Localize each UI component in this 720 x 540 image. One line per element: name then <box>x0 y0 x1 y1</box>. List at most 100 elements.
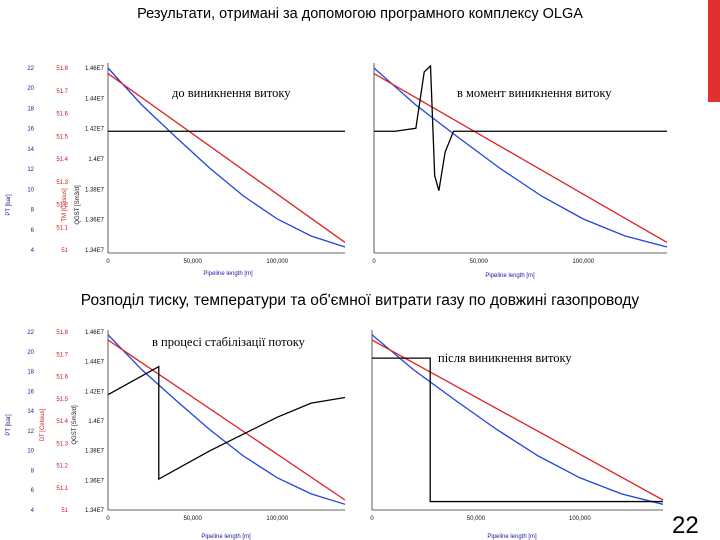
temperature-tick-label: 51.6 <box>56 112 68 118</box>
pressure-tick-label: 18 <box>27 106 34 112</box>
accent-bar <box>708 0 720 102</box>
pressure-tick-label: 18 <box>27 370 34 376</box>
temperature-tick-label: 51.1 <box>56 225 68 231</box>
pressure-tick-label: 8 <box>31 208 35 214</box>
flow-tick-label: 1.38E7 <box>85 449 105 455</box>
temperature-axis-ticks: 51.8 51.7 51.6 51.5 51.4 51.3 51.2 51.1 51 <box>56 330 68 514</box>
pressure-tick-label: 8 <box>31 468 35 474</box>
temperature-line <box>107 339 346 501</box>
chart-after-leak: 0 50,000 100,000 Pipeline length [m] після… <box>370 330 664 540</box>
slide-subtitle: Розподіл тиску, температури та об'ємної … <box>80 292 640 309</box>
x-tick-label: 0 <box>372 259 376 265</box>
x-axis-ticks: 0 50,000 100,000 <box>106 516 288 522</box>
pressure-tick-label: 14 <box>27 409 34 415</box>
pressure-tick-label: 14 <box>27 147 34 153</box>
flow-tick-label: 1.4E7 <box>88 157 104 163</box>
chart-annotation: до виникнення витоку <box>172 86 291 100</box>
flow-tick-label: 1.46E7 <box>85 66 105 72</box>
x-axis-label: Pipeline length [m] <box>203 271 253 277</box>
x-tick-label: 50,000 <box>467 516 486 522</box>
slide-title: Результати, отримані за допомогою програ… <box>137 6 583 22</box>
x-tick-label: 100,000 <box>569 516 591 522</box>
pressure-tick-label: 16 <box>27 127 34 133</box>
x-axis-ticks: 0 50,000 100,000 <box>372 259 594 265</box>
pressure-line <box>373 67 668 248</box>
plot-area <box>371 330 664 511</box>
temperature-axis-label: DT [Celsius] <box>40 408 46 441</box>
pressure-line <box>107 67 346 248</box>
x-tick-label: 100,000 <box>572 259 594 265</box>
temperature-tick-label: 51.5 <box>56 397 68 403</box>
temperature-tick-label: 51.3 <box>56 441 68 447</box>
pressure-tick-label: 4 <box>31 248 35 254</box>
pressure-tick-label: 6 <box>31 488 35 494</box>
flow-tick-label: 1.46E7 <box>85 330 105 336</box>
x-tick-label: 50,000 <box>469 259 488 265</box>
pressure-axis-ticks: 22 20 18 16 14 12 10 8 6 4 <box>27 330 34 514</box>
x-tick-label: 50,000 <box>183 259 202 265</box>
flow-tick-label: 1.38E7 <box>85 187 105 193</box>
x-tick-label: 0 <box>370 516 374 522</box>
x-tick-label: 100,000 <box>266 259 288 265</box>
temperature-tick-label: 51.8 <box>56 66 68 72</box>
temperature-tick-label: 51 <box>61 248 68 254</box>
temperature-line <box>373 72 668 244</box>
plot-area <box>107 63 346 254</box>
flow-tick-label: 1.36E7 <box>85 218 105 224</box>
x-axis-label: Pipeline length [m] <box>201 534 251 540</box>
flow-tick-label: 1.34E7 <box>85 508 105 514</box>
temperature-tick-label: 51.8 <box>56 330 68 336</box>
temperature-tick-label: 51.4 <box>56 419 68 425</box>
temperature-line <box>371 339 664 501</box>
pressure-tick-label: 12 <box>27 167 34 173</box>
pressure-tick-label: 10 <box>27 187 34 193</box>
flow-axis-ticks: 1.46E7 1.44E7 1.42E7 1.4E7 1.38E7 1.36E7 1.34E… <box>85 66 105 254</box>
pressure-tick-label: 6 <box>31 228 35 234</box>
temperature-tick-label: 51.5 <box>56 134 68 140</box>
pressure-axis-label: PT [bar] <box>6 414 12 436</box>
pressure-tick-label: 16 <box>27 389 34 395</box>
temperature-tick-label: 51.2 <box>56 464 68 470</box>
x-tick-label: 0 <box>106 259 110 265</box>
temperature-axis-ticks: 51.8 51.7 51.6 51.5 51.4 51.3 51.2 51.1 51 <box>56 66 68 254</box>
chart-annotation: в момент виникнення витоку <box>457 86 612 100</box>
x-tick-label: 50,000 <box>183 516 202 522</box>
temperature-axis-label: TM [Celsius] <box>62 188 68 222</box>
temperature-tick-label: 51.7 <box>56 352 68 358</box>
temperature-tick-label: 51.7 <box>56 89 68 95</box>
x-axis-ticks: 0 50,000 100,000 <box>370 516 591 522</box>
pressure-axis-ticks: 22 20 18 16 14 12 10 8 6 4 <box>27 66 34 254</box>
plot-area <box>373 63 668 254</box>
pressure-tick-label: 20 <box>27 86 34 92</box>
page-number: 22 <box>672 512 699 539</box>
chart-leak-moment: 0 50,000 100,000 Pipeline length [m] в мом… <box>372 63 668 279</box>
flow-line <box>107 365 346 481</box>
pressure-tick-label: 12 <box>27 429 34 435</box>
flow-tick-label: 1.44E7 <box>85 360 105 366</box>
temperature-tick-label: 51.4 <box>56 157 68 163</box>
flow-tick-label: 1.44E7 <box>85 96 105 102</box>
flow-axis-label: QGST [Sm3/d] <box>72 405 78 445</box>
flow-axis-ticks: 1.46E7 1.44E7 1.42E7 1.4E7 1.38E7 1.36E7 1.34E… <box>85 330 105 514</box>
pressure-tick-label: 22 <box>27 66 34 72</box>
chart-annotation: в процесі стабілізації потоку <box>152 335 306 349</box>
temperature-tick-label: 51.3 <box>56 180 68 186</box>
x-axis-ticks: 0 50,000 100,000 <box>106 259 288 265</box>
pressure-tick-label: 4 <box>31 508 35 514</box>
pressure-axis-label: PT [bar] <box>6 194 12 216</box>
flow-tick-label: 1.42E7 <box>85 127 105 133</box>
pressure-tick-label: 20 <box>27 350 34 356</box>
temperature-tick-label: 51 <box>61 508 68 514</box>
x-tick-label: 0 <box>106 516 110 522</box>
temperature-tick-label: 51.2 <box>56 203 68 209</box>
temperature-tick-label: 51.1 <box>56 486 68 492</box>
pressure-line <box>371 334 664 505</box>
temperature-tick-label: 51.6 <box>56 375 68 381</box>
flow-tick-label: 1.4E7 <box>88 419 104 425</box>
flow-tick-label: 1.42E7 <box>85 389 105 395</box>
x-tick-label: 100,000 <box>266 516 288 522</box>
flow-line <box>374 64 667 191</box>
flow-tick-label: 1.36E7 <box>85 478 105 484</box>
x-axis-label: Pipeline length [m] <box>487 534 537 540</box>
